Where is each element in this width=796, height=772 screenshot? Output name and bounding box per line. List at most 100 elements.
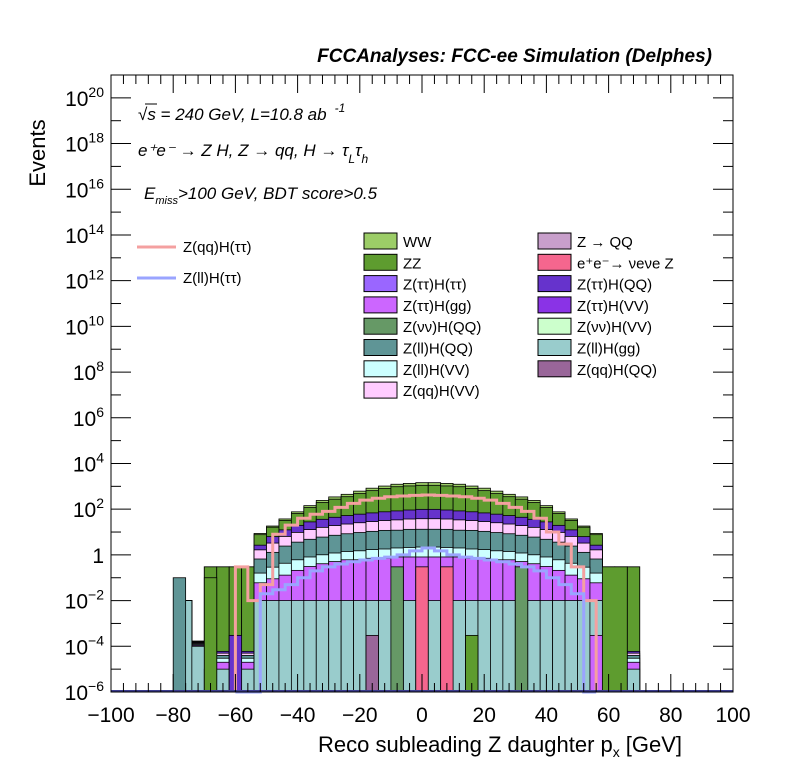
signal-line [233,493,598,692]
y-tick-label: 10−2 [65,587,105,614]
x-tick-label: 0 [416,704,428,727]
background-legend-label: Z(ττ)H(QQ) [577,277,652,294]
y-tick-label: 1010 [65,312,104,339]
y-tick-label: 1012 [65,267,104,294]
y-tick-label: 108 [73,358,104,385]
background-legend-swatch [537,253,572,271]
background-legend-swatch [363,360,398,378]
y-tick-base: 10 [65,225,88,248]
stack-bar [402,600,417,693]
background-legend-label: Z(ττ)H(VV) [577,298,649,315]
x-axis-title: Reco subleading Z daughter px [GeV] [318,732,682,760]
y-tick-base: 10 [65,636,88,659]
y-tick-label: 1014 [65,221,104,248]
y-tick-label: 10−6 [65,678,105,705]
y-tick-exp: −6 [88,678,104,694]
spike-bar [390,566,404,693]
annotation-energy-text: √s = 240 GeV, L=10.8 ab [138,105,327,124]
background-legend-swatch [537,296,572,314]
annotation-energy: √s = 240 GeV, L=10.8 ab -1 [138,101,345,124]
spike-bar [514,566,529,693]
background-legend-swatch [363,275,398,293]
background-legend-label: e⁺e⁻→ νeνe Z [577,255,674,272]
y-tick-exp: 14 [88,221,104,237]
x-tick-label: −80 [155,704,191,727]
annotation-cut-e: E [144,184,156,203]
y-tick-exp: 16 [88,175,104,191]
background-legend-swatch [537,275,572,293]
y-tick-base: 10 [65,271,88,294]
signal-legend-label: Z(qq)H(ττ) [183,239,252,256]
y-tick-base: 10 [65,316,88,339]
spike-bar [601,566,628,693]
stack-bar [564,600,578,693]
y-tick-base: 1 [92,545,104,568]
x-axis-ticks: −100 −80 −60 −40 −20 0 20 40 60 80 100 [87,75,751,727]
background-legend-swatch [537,360,572,378]
background-legend-label: Z(ll)H(QQ) [403,341,473,358]
x-tick-label: 100 [715,704,750,727]
x-tick-label: −60 [218,704,254,727]
y-tick-label: 1016 [65,175,104,202]
background-legend-swatch [363,339,398,356]
y-axis-title: Events [25,119,50,186]
stack-bar [527,600,541,693]
background-legend-label: Z → QQ [577,234,633,251]
background-legend-label: WW [403,234,432,251]
spike-bar [440,566,454,693]
signal-line [235,546,597,694]
annotation-energy-sup: -1 [335,101,346,115]
background-legend-label: ZZ [403,255,421,272]
background-legend-swatch [363,253,398,271]
stack-bar [378,600,392,693]
y-tick-base: 10 [73,408,96,431]
x-tick-label: 60 [597,704,620,727]
y-tick-exp: 12 [88,267,104,283]
stack-bar [266,600,280,693]
y-tick-exp: 20 [88,84,104,100]
x-tick-label: −40 [280,704,316,727]
y-tick-label: 1020 [65,84,104,111]
annotation-process: e⁺e⁻ → Z H, Z → qq, H → τLτh [138,141,368,166]
spike-bar [172,577,187,693]
stack-bar [502,600,516,693]
background-legend-swatch [537,232,572,250]
background-legend-label: Z(νν)H(QQ) [403,319,481,336]
annotation-process-sub2: h [361,152,368,166]
background-legend: WW Z → QQ ZZ e⁺e⁻→ νeνe Z Z(ττ)H(ττ) Z(ττ)H(Q… [363,232,674,400]
y-axis-ticks: 10−610−410−21102104106108101010121014101… [65,74,733,705]
plot-title: FCCAnalyses: FCC-ee Simulation (Delphes) [317,46,712,67]
annotation-process-sub1: L [348,152,355,166]
y-tick-exp: −4 [88,632,104,648]
background-legend-swatch [363,317,398,335]
background-legend-label: Z(ll)H(gg) [577,341,640,358]
x-tick-label: 40 [535,704,558,727]
annotation-cut-rest: >100 GeV, BDT score>0.5 [178,184,378,203]
background-legend-swatch [537,339,572,356]
y-tick-label: 10−4 [65,632,105,659]
y-tick-exp: 6 [96,404,104,420]
y-tick-label: 104 [73,449,104,476]
y-tick-label: 1 [92,545,104,568]
x-tick-label: 80 [659,704,682,727]
y-tick-base: 10 [73,362,96,385]
y-tick-exp: 2 [96,495,104,511]
x-axis-title-main: Reco subleading Z daughter p [318,732,613,757]
background-legend-label: Z(ll)H(VV) [403,362,470,379]
y-tick-exp: 18 [88,130,104,146]
x-tick-label: −20 [342,704,378,727]
stack-bar [340,600,354,693]
annotation-process-text: e⁺e⁻ → Z H, Z → qq, H → τ [138,141,350,160]
stack-bar [490,600,504,693]
stack-bar [427,600,442,693]
y-tick-base: 10 [65,682,88,705]
y-tick-exp: 8 [96,358,104,374]
annotation-process-tau: τ [355,141,363,160]
annotation-cut-sub: miss [155,195,178,207]
background-legend-label: Z(qq)H(QQ) [577,362,657,379]
y-tick-label: 106 [73,404,104,431]
background-legend-label: Z(qq)H(VV) [403,383,480,400]
background-legend-label: Z(ττ)H(gg) [403,298,472,315]
background-legend-swatch [363,296,398,314]
